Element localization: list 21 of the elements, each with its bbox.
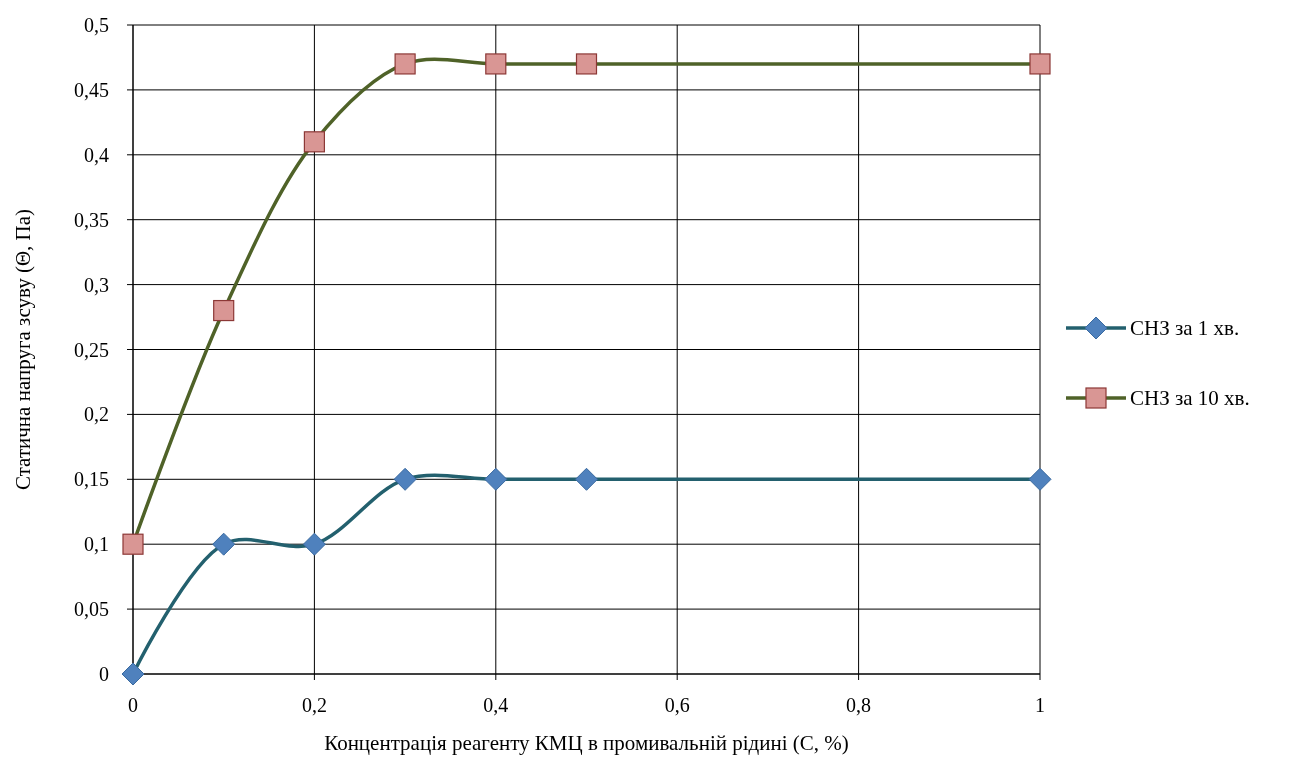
x-tick-label: 0,2 bbox=[301, 694, 327, 716]
y-tick-label: 0,35 bbox=[74, 208, 109, 231]
y-tick-label: 0,05 bbox=[74, 598, 109, 621]
x-tick-label: 0,8 bbox=[846, 694, 872, 716]
x-tick-label: 1 bbox=[1035, 694, 1045, 716]
y-tick-label: 0,1 bbox=[84, 533, 109, 556]
legend-label: СНЗ за 10 хв. bbox=[1130, 386, 1250, 411]
x-axis-title: Концентрація реагенту КМЦ в промивальній рідині (C, %) bbox=[324, 731, 849, 755]
legend-label: СНЗ за 1 хв. bbox=[1130, 316, 1240, 341]
y-axis-title: Статична напруга зсуву (Θ, Па) bbox=[11, 208, 35, 491]
y-tick-label: 0,3 bbox=[84, 273, 109, 296]
x-tick-label: 0,6 bbox=[664, 694, 690, 716]
y-tick-label: 0,4 bbox=[84, 143, 109, 166]
y-tick-label: 0 bbox=[99, 663, 109, 685]
y-tick-label: 0,15 bbox=[74, 468, 109, 491]
y-tick-label: 0,5 bbox=[84, 14, 109, 36]
x-tick-label: 0 bbox=[128, 694, 138, 716]
y-tick-label: 0,25 bbox=[74, 338, 109, 361]
y-tick-label: 0,2 bbox=[84, 403, 109, 426]
y-tick-label: 0,45 bbox=[74, 78, 109, 101]
x-tick-label: 0,4 bbox=[483, 694, 509, 716]
